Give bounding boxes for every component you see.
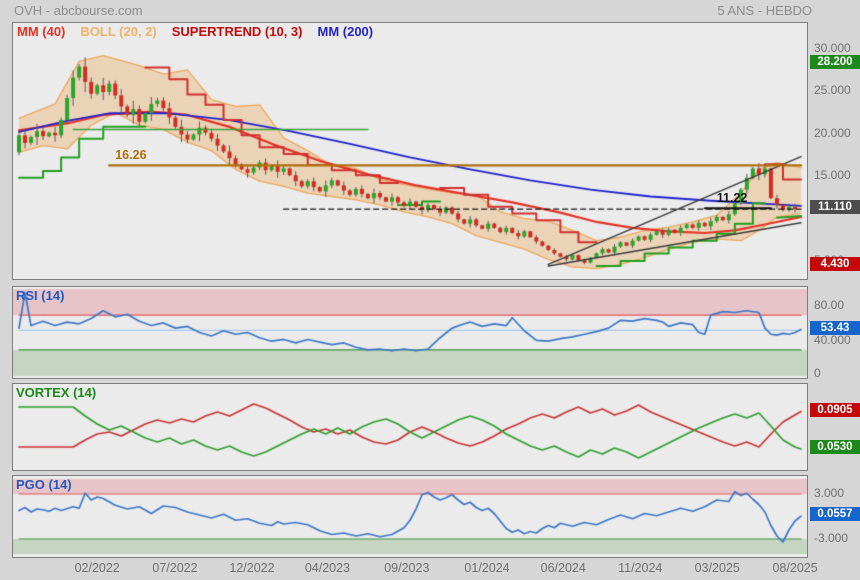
legend-item-boll[interactable]: BOLL (20, 2) bbox=[80, 24, 157, 39]
price-chart-canvas[interactable] bbox=[13, 23, 807, 279]
rsi-label: RSI (14) bbox=[16, 288, 65, 303]
value-badge-vortex: 0.0530 bbox=[810, 440, 860, 454]
price-panel bbox=[12, 22, 808, 280]
legend-item-supertrend[interactable]: SUPERTREND (10, 3) bbox=[171, 24, 303, 39]
x-axis-label: 08/2025 bbox=[772, 561, 818, 575]
period-label: 5 ANS - HEBDO bbox=[717, 3, 812, 18]
y-axis-label-main: 25.000 bbox=[814, 83, 851, 98]
y-axis-label-rsi: 40.000 bbox=[814, 333, 851, 348]
pgo-label: PGO (14) bbox=[16, 477, 72, 492]
pgo-panel bbox=[12, 475, 808, 558]
y-axis-label-rsi: 0 bbox=[814, 366, 821, 380]
value-badge-main: 4.430 bbox=[810, 256, 860, 271]
x-axis-label: 07/2022 bbox=[152, 561, 198, 575]
legend-item-mm40[interactable]: MM (40) bbox=[17, 24, 66, 39]
y-axis-label-main: 15.000 bbox=[814, 168, 851, 183]
price-level-annotation[interactable]: 11.22 bbox=[716, 191, 748, 206]
rsi-panel bbox=[12, 286, 808, 379]
indicator-legend: MM (40) BOLL (20, 2) SUPERTREND (10, 3) MM … bbox=[17, 24, 388, 39]
x-axis-label: 03/2025 bbox=[694, 561, 740, 575]
x-axis-label: 06/2024 bbox=[540, 561, 586, 575]
vortex-label: VORTEX (14) bbox=[16, 385, 97, 400]
pgo-chart-canvas[interactable] bbox=[13, 476, 807, 557]
value-badge-main: 11.110 bbox=[810, 200, 860, 215]
x-axis-label: 09/2023 bbox=[384, 561, 430, 575]
x-axis-label: 01/2024 bbox=[464, 561, 510, 575]
vortex-chart-canvas[interactable] bbox=[13, 384, 807, 470]
rsi-chart-canvas[interactable] bbox=[13, 287, 807, 378]
x-axis-label: 12/2022 bbox=[229, 561, 275, 575]
legend-item-mm200[interactable]: MM (200) bbox=[317, 24, 374, 39]
vortex-panel bbox=[12, 383, 808, 471]
value-badge-main: 28.200 bbox=[810, 55, 860, 70]
x-axis-label: 11/2024 bbox=[618, 561, 663, 575]
y-axis-label-main: 30.000 bbox=[814, 40, 851, 55]
y-axis-label-pgo: -3.000 bbox=[814, 531, 849, 545]
value-badge-vortex: 0.0905 bbox=[810, 402, 860, 417]
y-axis-label-rsi: 80.00 bbox=[814, 298, 845, 313]
price-level-annotation[interactable]: 16.26 bbox=[115, 148, 147, 163]
y-axis-label-pgo: 3.000 bbox=[814, 486, 845, 500]
y-axis-label-main: 20.000 bbox=[814, 125, 851, 140]
value-badge-pgo: 0.0557 bbox=[810, 507, 860, 522]
value-badge-rsi: 53.43 bbox=[810, 320, 860, 335]
x-axis-label: 02/2022 bbox=[74, 561, 120, 575]
x-axis-label: 04/2023 bbox=[304, 561, 351, 575]
page-title: OVH - abcbourse.com bbox=[14, 3, 143, 18]
